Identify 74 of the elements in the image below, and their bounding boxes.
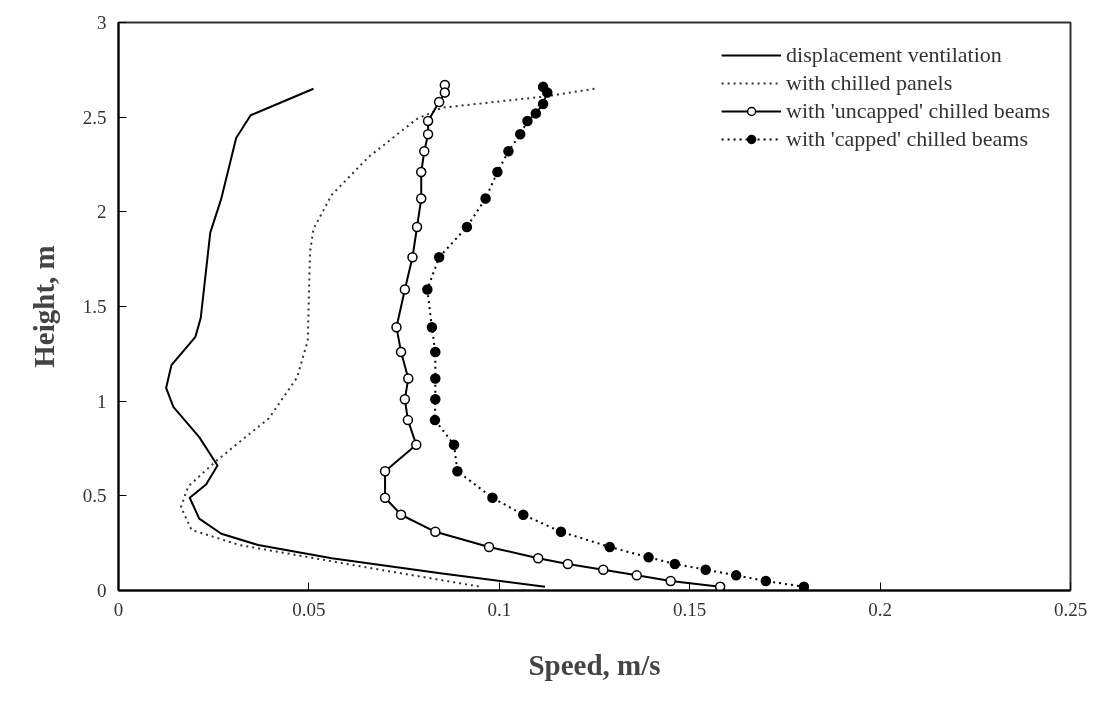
point bbox=[448, 439, 460, 450]
y-tick-label: 1 bbox=[97, 390, 107, 412]
point bbox=[487, 492, 498, 503]
point bbox=[530, 108, 542, 119]
point bbox=[665, 575, 676, 587]
x-tick-label: 0.25 bbox=[1053, 598, 1088, 620]
x-tick-label: 0.2 bbox=[868, 598, 892, 620]
point bbox=[422, 284, 433, 295]
point bbox=[461, 221, 473, 233]
point bbox=[562, 558, 574, 570]
point bbox=[415, 166, 427, 178]
point bbox=[604, 541, 615, 553]
point bbox=[798, 581, 810, 591]
point bbox=[429, 414, 441, 426]
x-tick-label: 0.15 bbox=[673, 598, 707, 620]
legend-label: with 'capped' chilled beams bbox=[786, 126, 1028, 152]
point bbox=[422, 128, 434, 140]
y-tick-label: 0 bbox=[97, 580, 107, 601]
point bbox=[760, 575, 772, 587]
legend-label: displacement ventilation bbox=[786, 42, 1002, 68]
point bbox=[518, 509, 529, 521]
point bbox=[439, 87, 451, 98]
point bbox=[426, 322, 438, 333]
x-tick-label: 0 bbox=[113, 598, 124, 620]
y-tick-label: 2.5 bbox=[82, 106, 107, 128]
x-tick-label: 0.1 bbox=[487, 598, 512, 620]
point bbox=[537, 98, 549, 110]
point bbox=[430, 373, 441, 384]
point bbox=[391, 322, 402, 333]
point bbox=[514, 128, 526, 140]
point bbox=[411, 221, 423, 233]
point bbox=[402, 414, 414, 426]
point bbox=[669, 558, 681, 570]
point bbox=[643, 552, 654, 563]
point bbox=[532, 553, 544, 564]
point bbox=[415, 193, 427, 204]
y-tick-label: 3 bbox=[97, 12, 107, 33]
point bbox=[422, 115, 434, 127]
x-axis-title: Speed, m/s bbox=[528, 648, 661, 681]
point bbox=[598, 564, 609, 575]
point bbox=[430, 526, 441, 538]
point bbox=[542, 87, 553, 98]
point bbox=[631, 570, 643, 581]
point bbox=[433, 252, 445, 263]
point bbox=[395, 346, 407, 358]
point bbox=[430, 394, 441, 405]
point bbox=[503, 146, 514, 157]
point bbox=[411, 439, 422, 450]
point bbox=[407, 252, 418, 263]
y-tick-label: 2 bbox=[97, 201, 107, 223]
y-tick-label: 1.5 bbox=[82, 296, 107, 317]
point bbox=[430, 346, 441, 358]
y-tick-label: 0.5 bbox=[82, 485, 107, 507]
point bbox=[730, 570, 742, 581]
point bbox=[399, 394, 411, 405]
point bbox=[419, 146, 430, 157]
point bbox=[452, 465, 463, 477]
y-axis-title: Height, m bbox=[27, 245, 60, 368]
point bbox=[700, 564, 711, 575]
point bbox=[483, 541, 495, 553]
point bbox=[403, 373, 414, 384]
point bbox=[399, 284, 411, 295]
point bbox=[379, 465, 391, 477]
point bbox=[395, 509, 407, 521]
point bbox=[555, 526, 567, 538]
point bbox=[522, 115, 533, 127]
point bbox=[379, 492, 391, 503]
point bbox=[433, 96, 445, 108]
legend-label: with 'uncapped' chilled beams bbox=[786, 98, 1050, 124]
point bbox=[492, 166, 503, 178]
point bbox=[714, 581, 726, 591]
point bbox=[480, 193, 491, 204]
x-tick-label: 0.05 bbox=[292, 598, 326, 620]
legend-label: with chilled panels bbox=[786, 70, 953, 96]
